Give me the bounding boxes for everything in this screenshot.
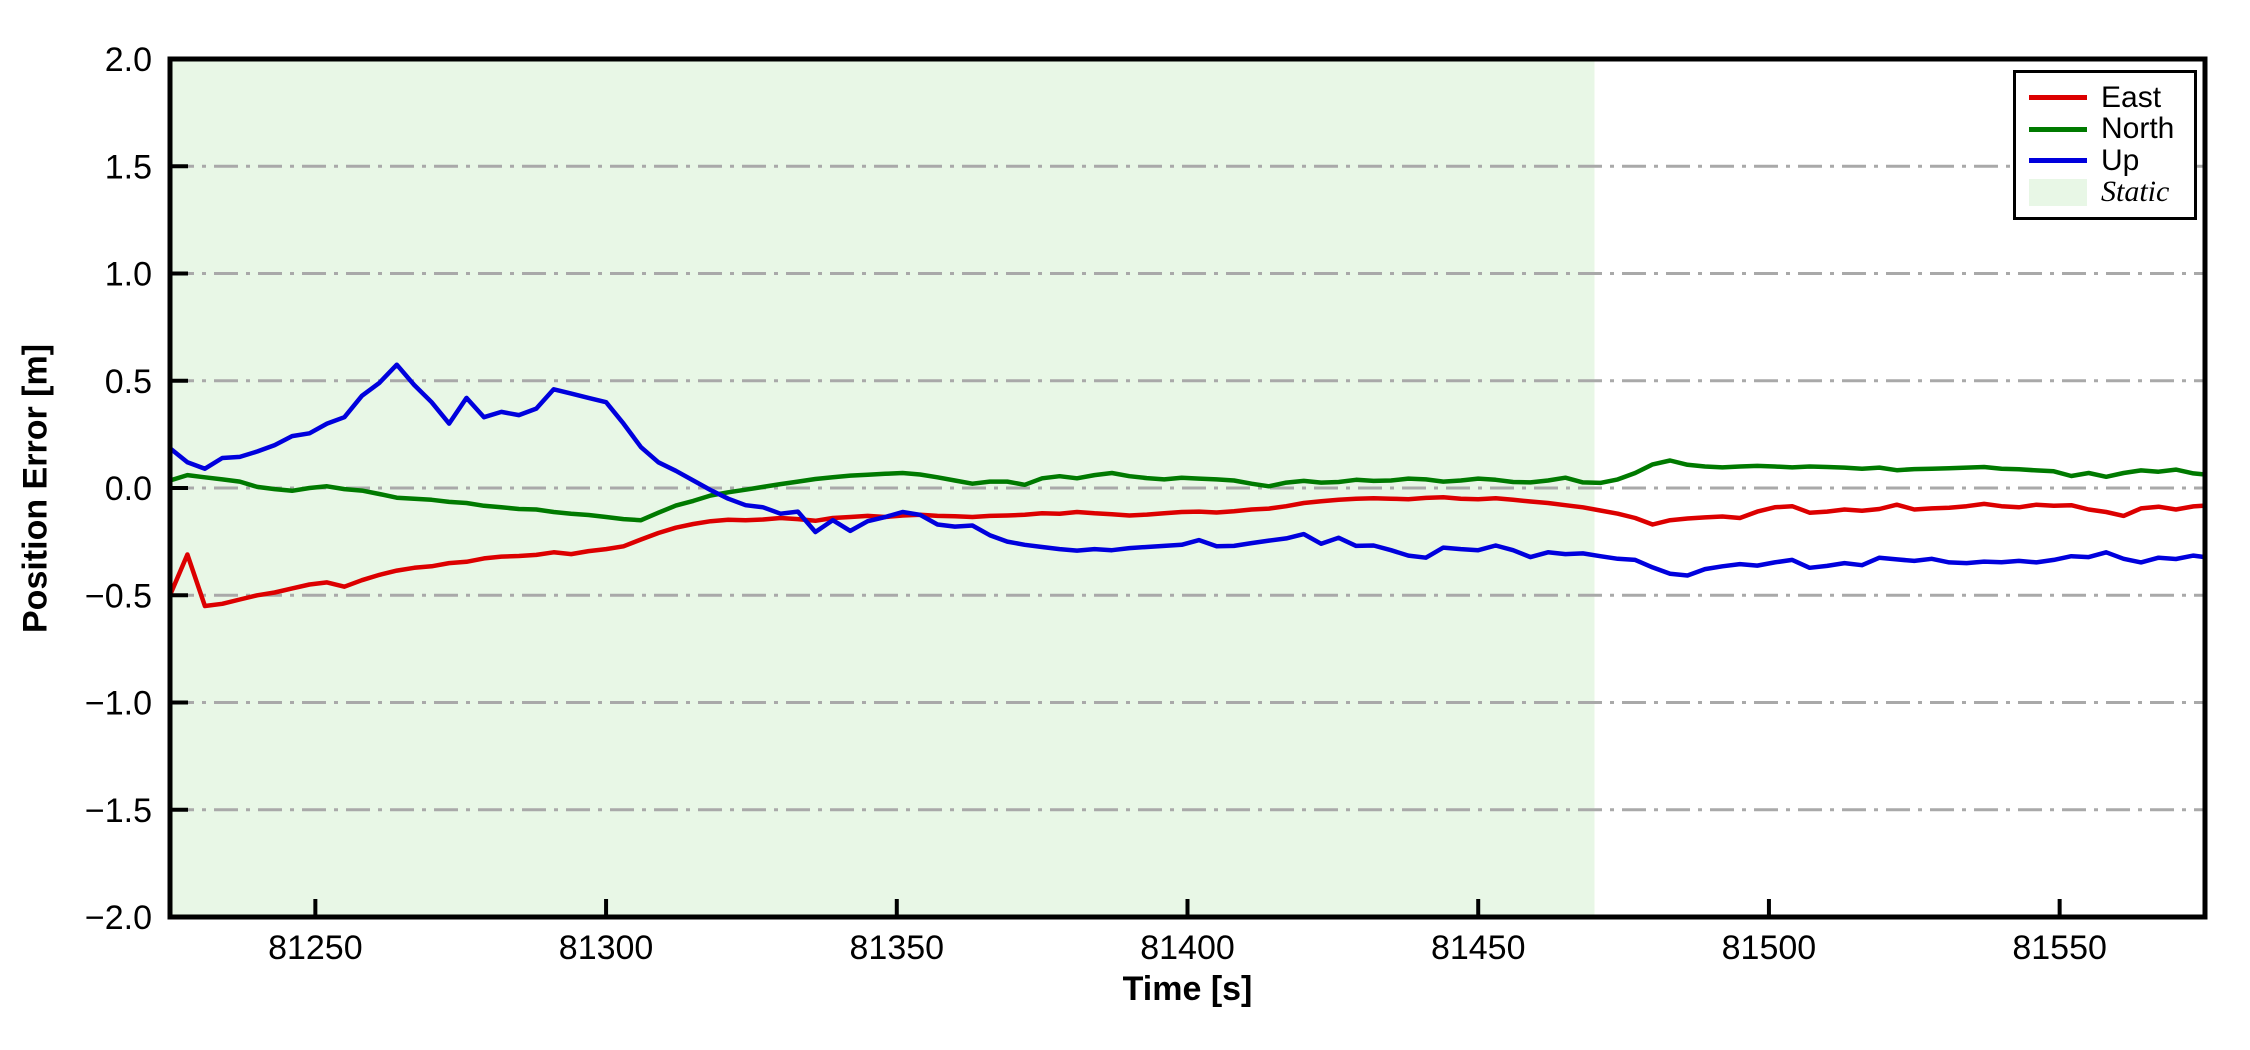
x-axis-label: Time [s]: [1122, 970, 1253, 1008]
x-tick-label: 81400: [1140, 929, 1235, 967]
y-tick-label: −2.0: [85, 899, 152, 937]
legend-item-east: East: [2029, 82, 2188, 114]
gridlines: [170, 164, 2205, 812]
tick-labels: 81250 81300 81350 81400 81450 81500 81550 2.0 1.…: [85, 41, 2107, 967]
axis-ticks: [170, 57, 2062, 919]
series-up-line: [167, 362, 2208, 578]
x-tick-label: 81450: [1431, 929, 1526, 967]
legend-line-swatch-up: [2029, 158, 2087, 164]
legend-item-label: East: [2101, 80, 2162, 114]
y-tick-label: 1.5: [105, 148, 152, 186]
legend-item-static: Static: [2029, 177, 2188, 209]
legend-line-swatch-east: [2029, 95, 2087, 101]
y-tick-label: 0.5: [105, 363, 152, 401]
y-axis-label: Position Error [m]: [16, 343, 55, 633]
x-tick-label: 81500: [1722, 929, 1817, 967]
legend-line-swatch-north: [2029, 126, 2087, 132]
y-tick-label: 2.0: [105, 41, 152, 79]
legend-patch-swatch-static: [2029, 178, 2087, 206]
series-north-line: [167, 458, 2208, 523]
legend-item-label: North: [2101, 112, 2175, 146]
y-tick-label: 0.0: [105, 470, 152, 508]
y-tick-label: −1.0: [85, 685, 152, 723]
legend-item-up: Up: [2029, 145, 2188, 177]
legend: East North Up Static: [2013, 70, 2197, 220]
x-tick-label: 81300: [559, 929, 654, 967]
legend-item-north: North: [2029, 114, 2188, 146]
legend-item-label: Up: [2101, 143, 2140, 177]
y-tick-label: −0.5: [85, 577, 152, 615]
x-tick-label: 81350: [850, 929, 945, 967]
y-tick-label: 1.0: [105, 256, 152, 294]
y-tick-label: −1.5: [85, 792, 152, 830]
series-east-line: [167, 494, 2208, 609]
legend-item-label: Static: [2101, 175, 2170, 209]
x-tick-label: 81250: [268, 929, 363, 967]
x-tick-label: 81550: [2012, 929, 2107, 967]
